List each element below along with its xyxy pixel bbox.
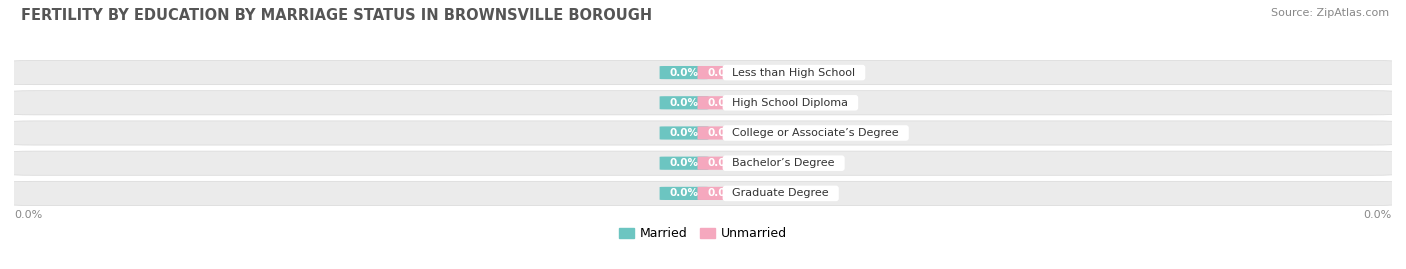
Text: Source: ZipAtlas.com: Source: ZipAtlas.com (1271, 8, 1389, 18)
Text: Less than High School: Less than High School (725, 68, 862, 77)
Text: Bachelor’s Degree: Bachelor’s Degree (725, 158, 842, 168)
Text: FERTILITY BY EDUCATION BY MARRIAGE STATUS IN BROWNSVILLE BOROUGH: FERTILITY BY EDUCATION BY MARRIAGE STATU… (21, 8, 652, 23)
Text: 0.0%: 0.0% (707, 158, 737, 168)
FancyBboxPatch shape (697, 187, 747, 200)
Text: 0.0%: 0.0% (669, 128, 699, 138)
FancyBboxPatch shape (659, 126, 709, 140)
FancyBboxPatch shape (697, 96, 747, 109)
FancyBboxPatch shape (7, 151, 1399, 175)
FancyBboxPatch shape (697, 126, 747, 140)
Text: 0.0%: 0.0% (707, 128, 737, 138)
Text: Graduate Degree: Graduate Degree (725, 188, 837, 199)
FancyBboxPatch shape (7, 61, 1399, 85)
Text: 0.0%: 0.0% (1364, 210, 1392, 220)
FancyBboxPatch shape (7, 91, 1399, 115)
Text: High School Diploma: High School Diploma (725, 98, 855, 108)
Text: 0.0%: 0.0% (707, 68, 737, 77)
Text: College or Associate’s Degree: College or Associate’s Degree (725, 128, 905, 138)
FancyBboxPatch shape (659, 187, 709, 200)
FancyBboxPatch shape (659, 96, 709, 109)
Text: 0.0%: 0.0% (14, 210, 42, 220)
Text: 0.0%: 0.0% (669, 188, 699, 199)
FancyBboxPatch shape (659, 66, 709, 79)
FancyBboxPatch shape (697, 66, 747, 79)
FancyBboxPatch shape (7, 181, 1399, 206)
FancyBboxPatch shape (697, 157, 747, 170)
Text: 0.0%: 0.0% (669, 68, 699, 77)
Text: 0.0%: 0.0% (669, 158, 699, 168)
FancyBboxPatch shape (7, 121, 1399, 145)
Text: 0.0%: 0.0% (669, 98, 699, 108)
Text: 0.0%: 0.0% (707, 98, 737, 108)
Legend: Married, Unmarried: Married, Unmarried (613, 222, 793, 245)
FancyBboxPatch shape (659, 157, 709, 170)
Text: 0.0%: 0.0% (707, 188, 737, 199)
